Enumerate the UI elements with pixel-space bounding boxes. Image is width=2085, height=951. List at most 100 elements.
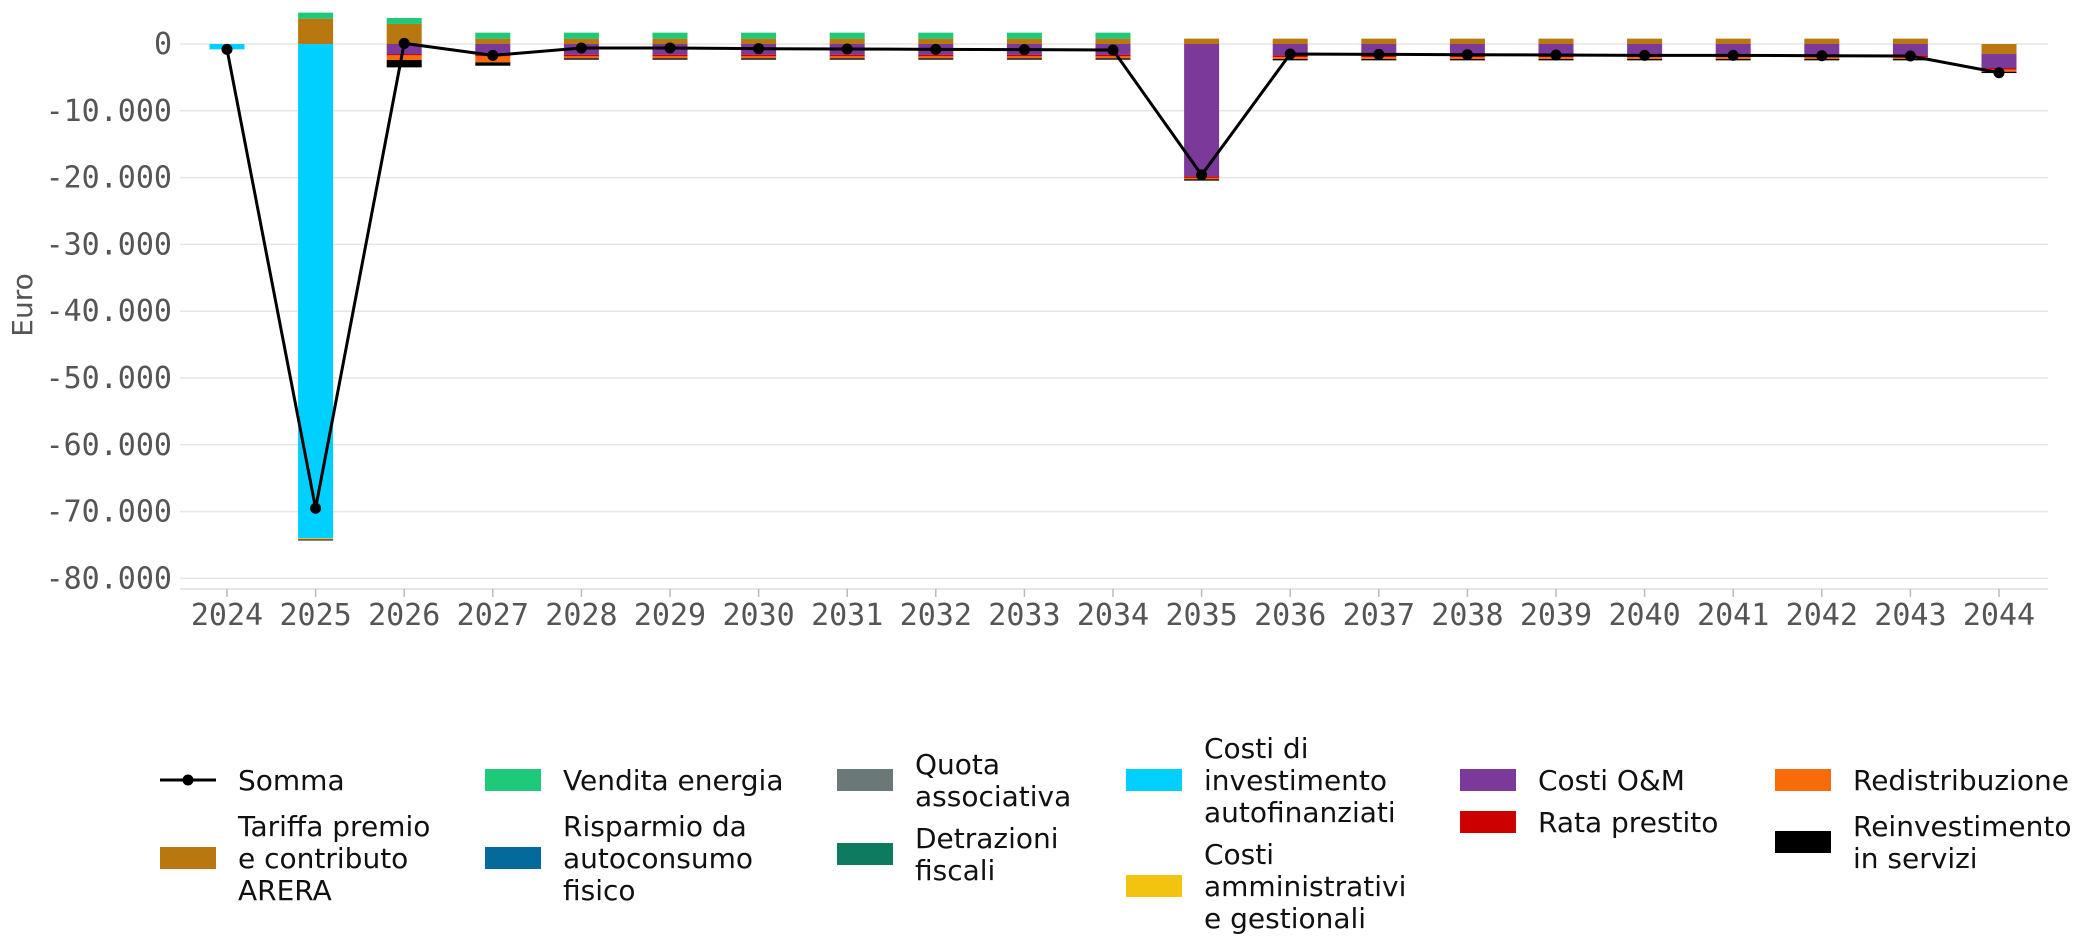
bar-segment [475, 44, 511, 55]
bar-segment [1006, 38, 1042, 44]
bar-segment [386, 17, 422, 24]
y-tick-label: -30.000 [46, 227, 172, 262]
bar-segment [652, 56, 688, 59]
bar-segment [563, 32, 599, 39]
bar-segment [1095, 32, 1131, 39]
bar-segment [563, 54, 599, 57]
bar-segment [298, 538, 334, 540]
legend-label: Costi O&M [1538, 764, 1685, 797]
legend-label: Somma [238, 764, 345, 797]
sum-point [664, 42, 676, 54]
bar-segment [1184, 44, 1220, 177]
x-tick-label: 2025 [279, 598, 351, 633]
legend-marker-swatch [182, 774, 194, 786]
legend-label: Costi amministrativi e gestionali [1204, 838, 1406, 935]
legend-item: Costi O&M [1460, 764, 1685, 797]
legend-label: Risparmio da autoconsumo fisico [563, 810, 753, 907]
x-tick-label: 2043 [1874, 598, 1946, 633]
x-tick-label: 2036 [1254, 598, 1326, 633]
bar-segment [1095, 58, 1131, 60]
y-tick-label: -40.000 [46, 294, 172, 329]
x-tick-label: 2027 [457, 598, 529, 633]
bar-segment [652, 58, 688, 60]
bar-segment [1449, 38, 1485, 44]
bar-segment [475, 38, 511, 44]
bar-segment [298, 12, 334, 19]
legend-item: Reinvestimento in servizi [1775, 810, 2071, 875]
legend-swatch [1126, 769, 1182, 791]
bar-segment [1184, 38, 1220, 44]
bar-segment [829, 38, 865, 44]
legend-item: Rata prestito [1460, 806, 1718, 839]
x-tick-label: 2029 [634, 598, 706, 633]
bar-segment [1006, 32, 1042, 39]
bar-segment [741, 56, 777, 59]
bar-segment [1006, 58, 1042, 60]
bar-segment [918, 32, 954, 39]
bar-segment [386, 60, 422, 68]
legend-label: Rata prestito [1538, 806, 1718, 839]
x-tick-label: 2035 [1165, 598, 1237, 633]
bar-segment [829, 54, 865, 57]
legend-label: Reinvestimento in servizi [1853, 810, 2071, 875]
legend-label: Costi di investimento autofinanziati [1204, 732, 1396, 829]
y-tick-labels: 0 -10.000 -20.000 -30.000 -40.000 -50.000 -60.… [46, 27, 172, 596]
bar-segment [386, 23, 422, 44]
x-tick-label: 2026 [368, 598, 440, 633]
y-tick-label: 0 [154, 27, 172, 62]
x-tick-label: 2039 [1520, 598, 1592, 633]
bar-segment [1095, 56, 1131, 59]
bar-segment [1006, 56, 1042, 59]
y-axis-label: Euro [6, 273, 39, 336]
bar-segment [652, 54, 688, 57]
y-tick-label: -10.000 [46, 94, 172, 129]
legend: Somma Tariffa premio e contributo ARERA Vend… [160, 732, 2071, 935]
x-tick-label: 2040 [1608, 598, 1680, 633]
sum-point [1904, 50, 1916, 62]
legend-swatch [485, 769, 541, 791]
sum-point [1727, 49, 1739, 61]
bar-segment [918, 38, 954, 44]
bar-segment [1892, 38, 1928, 44]
y-tick-label: -70.000 [46, 495, 172, 530]
sum-point [1993, 67, 2005, 79]
legend-swatch [1126, 875, 1182, 897]
sum-point [1461, 49, 1473, 61]
bar-segment [1095, 38, 1131, 44]
sum-point [753, 43, 765, 55]
bar-segment [298, 539, 334, 541]
bars [209, 12, 2017, 541]
bar-segment [1804, 38, 1840, 44]
legend-swatch [837, 843, 893, 865]
bar-segment [1006, 54, 1042, 57]
bar-segment [741, 58, 777, 60]
bar-segment [918, 54, 954, 57]
bar-segment [741, 32, 777, 39]
y-tick-label: -20.000 [46, 161, 172, 196]
x-tick-label: 2042 [1786, 598, 1858, 633]
bar-segment [741, 38, 777, 44]
bar-segment [829, 58, 865, 60]
x-tick-label: 2034 [1077, 598, 1149, 633]
bar-segment [829, 32, 865, 39]
x-tick-label: 2032 [900, 598, 972, 633]
sum-point [1639, 49, 1651, 61]
sum-point [1550, 49, 1562, 61]
legend-item: Redistribuzione [1775, 764, 2069, 797]
gridlines [180, 43, 2048, 590]
bar-segment [1804, 44, 1840, 56]
legend-label: Redistribuzione [1853, 764, 2069, 797]
x-tick-label: 2044 [1963, 598, 2035, 633]
sum-line-path [225, 41, 2000, 509]
bar-segment [1361, 38, 1397, 44]
sum-point [930, 43, 942, 55]
legend-swatch [1460, 811, 1516, 833]
legend-item: Somma [160, 764, 345, 797]
y-tick-label: -50.000 [46, 361, 172, 396]
x-tick-label: 2037 [1343, 598, 1415, 633]
x-tick-label: 2028 [545, 598, 617, 633]
bar-segment [1095, 54, 1131, 57]
sum-point [1816, 50, 1828, 62]
bar-segment [298, 18, 334, 44]
legend-label: Tariffa premio e contributo ARERA [237, 810, 430, 907]
